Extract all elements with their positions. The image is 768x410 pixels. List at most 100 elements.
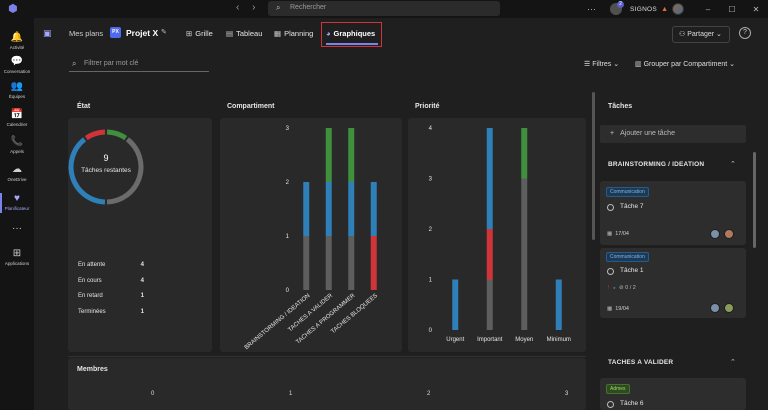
donut-slice-en-cours[interactable] bbox=[68, 137, 106, 205]
rail-label: Calendrier bbox=[6, 122, 28, 127]
tab-tableau[interactable]: ▤ Tableau bbox=[226, 29, 262, 38]
add-task-label: Ajouter une tâche bbox=[620, 130, 675, 137]
rail-item-equipes[interactable]: 👥 Équipes bbox=[0, 81, 34, 99]
bucket-title-taches-a-valider: TACHES A VALIDER bbox=[608, 359, 674, 366]
donut-slice-termin-es[interactable] bbox=[106, 129, 128, 141]
rail-item-conversation[interactable]: 💬 Conversation bbox=[0, 56, 34, 74]
state-value: 4 bbox=[140, 262, 144, 268]
chevron-down-icon: ⌄ bbox=[716, 31, 722, 38]
task-card[interactable]: Communication Tâche 1 ! ◒ ⊘ 0 / 2 ▦ 19/04 bbox=[600, 248, 746, 318]
state-row-en-cours: En cours 4 bbox=[78, 278, 144, 284]
state-donut-chart bbox=[68, 129, 144, 205]
maximize-icon[interactable]: ☐ bbox=[728, 4, 736, 14]
share-button[interactable]: ⚇ Partager ⌄ bbox=[672, 26, 730, 43]
bar-segment-termin-es[interactable] bbox=[521, 128, 528, 179]
bar-segment-en-cours[interactable] bbox=[325, 182, 332, 236]
bar-segment-en-attente[interactable] bbox=[325, 236, 332, 290]
tab-grille[interactable]: ⊞ Grille bbox=[186, 29, 213, 38]
remaining-label: Tâches restantes bbox=[81, 167, 131, 174]
filters-button[interactable]: ☰ Filtres ⌄ bbox=[584, 60, 619, 68]
bell-icon: 🔔 bbox=[10, 32, 24, 43]
board-icon: ▤ bbox=[226, 29, 234, 38]
task-meta: ! ◒ ⊘ 0 / 2 bbox=[608, 285, 636, 291]
bar-segment-termin-es[interactable] bbox=[348, 128, 355, 182]
bar-segment-en-cours[interactable] bbox=[303, 182, 310, 236]
bar-segment-en-cours[interactable] bbox=[486, 128, 493, 229]
share-icon: ⚇ bbox=[679, 31, 688, 38]
user-avatar[interactable] bbox=[672, 3, 684, 15]
chevron-up-icon[interactable]: ⌃ bbox=[730, 161, 736, 168]
bar-segment-en-cours[interactable] bbox=[555, 279, 562, 331]
back-arrow-icon[interactable]: ‹ bbox=[236, 2, 240, 13]
more-icon: ··· bbox=[12, 223, 22, 234]
tab-planning[interactable]: ▦ Planning bbox=[274, 29, 313, 38]
forward-arrow-icon[interactable]: › bbox=[252, 2, 256, 13]
phone-icon: 📞 bbox=[10, 136, 24, 147]
tab-graphiques[interactable]: ◕ Graphiques bbox=[326, 29, 375, 38]
search-placeholder: Rechercher bbox=[290, 4, 327, 11]
bar-segment-en-attente[interactable] bbox=[521, 178, 528, 331]
tasks-scrollbar[interactable] bbox=[753, 152, 756, 248]
y-tick-label: 4 bbox=[429, 126, 433, 132]
group-by-button[interactable]: ▥ Grouper par Compartiment ⌄ bbox=[635, 60, 735, 68]
bar-segment-en-attente[interactable] bbox=[486, 279, 493, 331]
keyword-filter-input[interactable]: ⌕ Filtrer par mot clé bbox=[69, 58, 209, 72]
rail-item-calendrier[interactable]: 📅 Calendrier bbox=[0, 109, 34, 127]
search-input[interactable]: ⌕ Rechercher bbox=[268, 1, 500, 16]
task-checkbox[interactable] bbox=[607, 268, 614, 275]
search-icon: ⌕ bbox=[276, 3, 281, 12]
bar-segment-en-retard[interactable] bbox=[486, 229, 493, 280]
bar-segment-en-cours[interactable] bbox=[348, 182, 355, 236]
breadcrumb[interactable]: Mes plans bbox=[69, 29, 104, 38]
rail-item-planificateur[interactable]: ♥ Planificateur bbox=[0, 193, 34, 213]
project-icon: PX bbox=[110, 27, 121, 38]
history-nav: ‹ › bbox=[236, 2, 265, 13]
notification-badge: 2 bbox=[616, 1, 624, 8]
progress-icon: ◒ bbox=[612, 285, 616, 291]
notifications-icon[interactable]: 2 bbox=[609, 1, 624, 15]
task-card[interactable]: Admes Tâche 6 bbox=[600, 378, 746, 410]
rail-item-activite[interactable]: 🔔 Activité bbox=[0, 32, 34, 50]
bar-segment-en-attente[interactable] bbox=[348, 236, 355, 290]
charts-scrollbar[interactable] bbox=[592, 92, 595, 240]
title-bar: ⬢ ‹ › ⌕ Rechercher ··· 2 SIGNOS ▲ – ☐ ✕ bbox=[0, 0, 768, 18]
task-card[interactable]: Communication Tâche 7 ▦ 17/04 bbox=[600, 181, 746, 245]
bar-segment-en-attente[interactable] bbox=[303, 236, 310, 290]
rail-item-more[interactable]: ··· bbox=[0, 223, 34, 235]
bar-segment-en-retard[interactable] bbox=[370, 236, 377, 290]
donut-slice-en-retard[interactable] bbox=[84, 129, 106, 141]
members-tick: 2 bbox=[427, 391, 431, 397]
add-task-button[interactable]: + Ajouter une tâche bbox=[600, 125, 746, 143]
rail-item-appels[interactable]: 📞 Appels bbox=[0, 136, 34, 154]
task-checkbox[interactable] bbox=[607, 204, 614, 211]
bar-segment-en-cours[interactable] bbox=[370, 182, 377, 236]
project-title[interactable]: Projet X bbox=[126, 28, 159, 38]
plus-icon: + bbox=[610, 130, 615, 137]
task-tag: Communication bbox=[606, 252, 649, 262]
help-icon[interactable]: ? bbox=[739, 27, 751, 39]
rail-label: OneDrive bbox=[7, 177, 27, 182]
rail-item-onedrive[interactable]: ☁ OneDrive bbox=[0, 164, 34, 182]
checklist-icon: ⊘ bbox=[618, 285, 624, 291]
more-options-icon[interactable]: ··· bbox=[586, 4, 596, 14]
task-tag: Communication bbox=[606, 187, 649, 197]
chat-icon: 💬 bbox=[10, 56, 24, 67]
org-name[interactable]: SIGNOS bbox=[629, 5, 658, 13]
task-checkbox[interactable] bbox=[607, 401, 614, 408]
rail-item-applications[interactable]: ⊞ Applications bbox=[0, 248, 34, 266]
bar-segment-en-cours[interactable] bbox=[452, 279, 459, 331]
calendar-icon: 📅 bbox=[10, 109, 24, 120]
bar-segment-termin-es[interactable] bbox=[325, 128, 332, 182]
task-due-date: ▦ 17/04 bbox=[607, 231, 629, 237]
donut-slice-en-attente[interactable] bbox=[106, 137, 144, 205]
grid-icon: ⊞ bbox=[186, 29, 193, 38]
search-icon: ⌕ bbox=[72, 59, 77, 68]
tab-highlight-box bbox=[321, 22, 382, 47]
close-icon[interactable]: ✕ bbox=[752, 4, 760, 14]
avatar bbox=[710, 303, 720, 313]
pin-icon[interactable]: ✎ bbox=[161, 29, 167, 36]
minimize-icon[interactable]: – bbox=[705, 4, 711, 14]
chevron-up-icon[interactable]: ⌃ bbox=[730, 359, 736, 366]
panel-toggle-icon[interactable]: ▣ bbox=[43, 28, 52, 38]
rail-label: Applications bbox=[4, 261, 30, 266]
